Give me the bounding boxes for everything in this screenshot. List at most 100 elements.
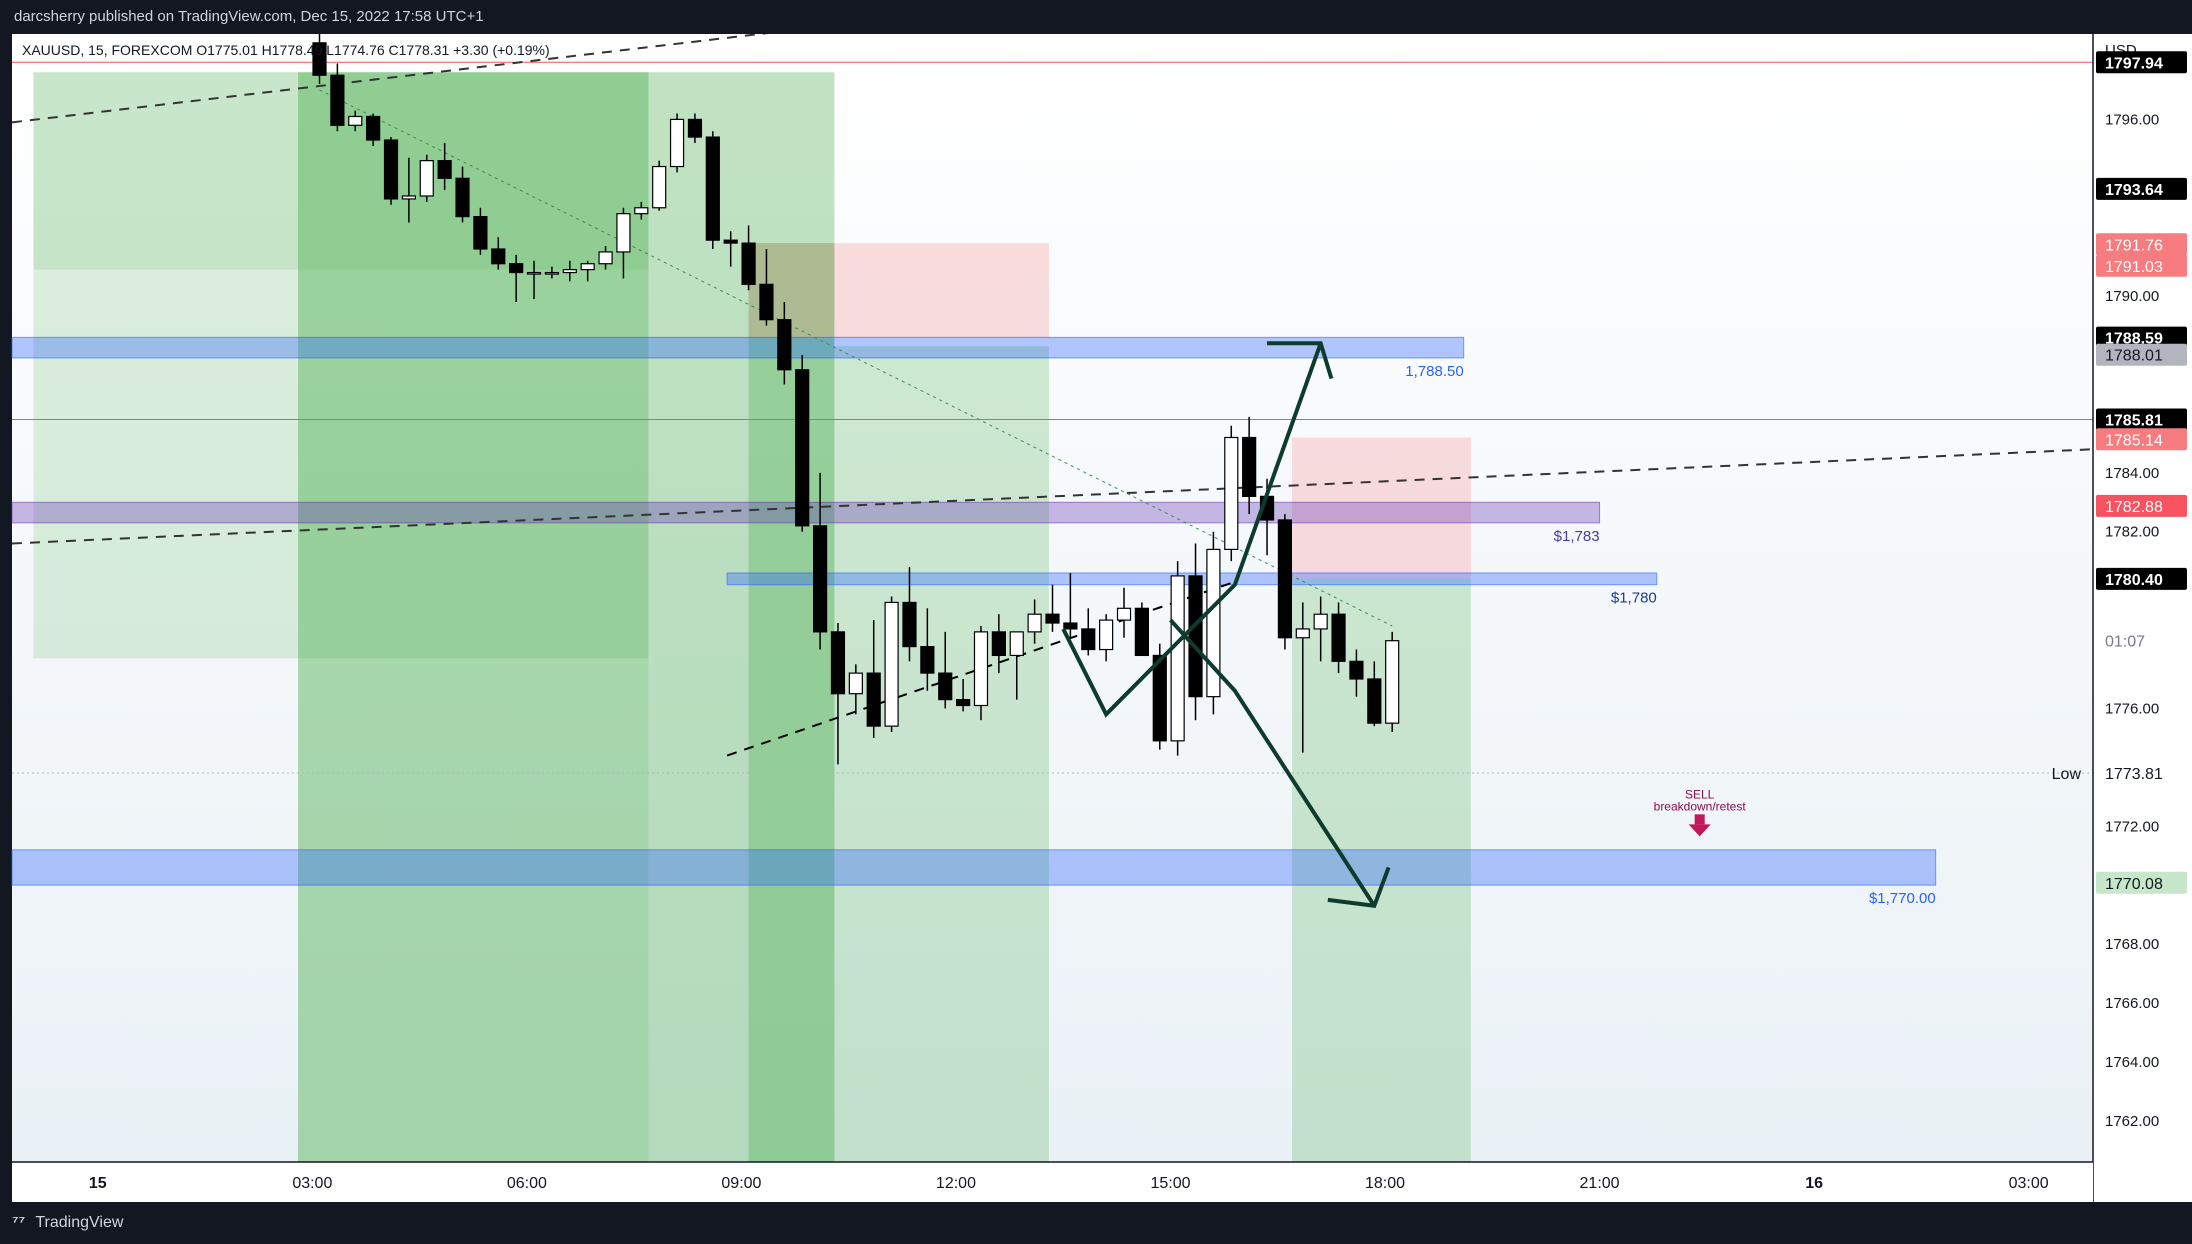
candle-body-up: [884, 601, 899, 727]
price-label-tag: [2096, 408, 2187, 431]
session-shade: [748, 243, 835, 1162]
sell-label: SELL: [1685, 787, 1715, 801]
candle: [1063, 572, 1078, 638]
candle: [580, 260, 595, 282]
candle-body-down: [1188, 575, 1203, 698]
candle: [973, 625, 989, 721]
time-tick-label: 15: [89, 1175, 107, 1192]
candle: [705, 131, 720, 249]
price-label-text: 1773.81: [2105, 766, 2163, 783]
candle-body-down: [902, 601, 917, 648]
candle-body-down: [1152, 654, 1167, 742]
candle-body-up: [1295, 628, 1310, 639]
footer-logo-text: TradingView: [35, 1214, 124, 1231]
candle-body-up: [580, 263, 595, 271]
candle: [795, 355, 810, 532]
sell-arrow-icon: [1694, 814, 1705, 825]
candle-body-down: [383, 139, 399, 200]
candlestick-chart[interactable]: 1,788.50 $1,783 $1,780 $1,770.00 SELLbreakd…: [0, 34, 2192, 1202]
price-label-text: 1785.81: [2105, 413, 2163, 430]
price-label-text: 1782.88: [2105, 499, 2163, 516]
candle-body-down: [455, 177, 470, 218]
candle: [491, 237, 506, 270]
candle-body-up: [1385, 640, 1400, 724]
candle: [366, 113, 381, 146]
candle-body-down: [812, 525, 828, 633]
candle-body-up: [419, 160, 434, 197]
candle: [1331, 602, 1346, 674]
candle-body-up: [526, 271, 542, 275]
tradingview-logo-icon: ⁷⁷: [12, 1214, 26, 1231]
price-label-text: 1780.40: [2105, 572, 2163, 589]
candle: [1349, 649, 1364, 697]
price-axis: [2093, 34, 2192, 1202]
candle: [812, 472, 828, 650]
price-label-text: 1788.01: [2105, 348, 2163, 365]
candle-body-down: [473, 216, 488, 250]
candle-body-down: [366, 115, 381, 141]
candle-body-down: [705, 136, 720, 241]
candle-body-down: [330, 74, 345, 126]
price-tick-label: 1784.00: [2105, 465, 2159, 482]
session-shade: [298, 72, 649, 1162]
time-tick-label: 09:00: [721, 1175, 761, 1192]
candle-body-down: [938, 672, 953, 701]
candle: [920, 608, 935, 691]
candle: [1224, 425, 1239, 562]
candle-body-down: [1081, 628, 1096, 651]
candle-body-down: [956, 699, 971, 707]
candle: [330, 63, 345, 132]
candle-body-down: [687, 118, 703, 138]
candle-body-down: [437, 160, 452, 179]
publisher-line: darcsherry published on TradingView.com,…: [0, 0, 2192, 34]
candle-body-up: [1224, 436, 1239, 551]
candle-body-down: [491, 248, 506, 265]
candle: [1277, 514, 1293, 650]
price-label-tag: [2096, 326, 2187, 349]
candle-body-up: [1170, 575, 1185, 742]
arrow-up-path: [1061, 342, 1323, 718]
candle-body-down: [1331, 613, 1346, 662]
candle-body-up: [616, 213, 631, 253]
candle: [473, 207, 488, 255]
candle: [1081, 608, 1096, 656]
price-label-tag: [2096, 871, 2187, 894]
price-label-text: 1785.14: [2105, 432, 2163, 449]
candle: [669, 113, 685, 173]
candle: [634, 201, 649, 220]
price-label-text: 1793.64: [2105, 182, 2163, 199]
candle: [866, 620, 881, 738]
candle-body-up: [1116, 607, 1132, 621]
candle-body-up: [652, 165, 667, 209]
footer: ⁷⁷ TradingView: [0, 1202, 2192, 1244]
session-shade: [33, 269, 649, 659]
candle: [312, 34, 327, 85]
trend-line-mid: [11, 448, 2094, 545]
price-label-text: 1770.08: [2105, 876, 2163, 893]
price-tick-label: 1776.00: [2105, 700, 2159, 717]
candle-body-down: [1367, 678, 1382, 724]
candle: [455, 166, 470, 223]
candle: [401, 157, 416, 223]
arrow-down-path: [1169, 618, 1376, 907]
candle-body-up: [401, 195, 416, 200]
candle: [1045, 584, 1060, 632]
candle: [616, 207, 631, 279]
session-shade: [834, 346, 1049, 1162]
candle: [848, 664, 863, 715]
candle: [509, 254, 524, 303]
candle-body-up: [544, 271, 560, 275]
candle: [1367, 661, 1382, 727]
candle: [741, 225, 756, 291]
price-label-tag: [2096, 177, 2187, 200]
candle-body-up: [1027, 613, 1042, 633]
candle: [1099, 614, 1114, 662]
price-label-tag: [2096, 629, 2187, 652]
time-tick-label: 03:00: [2009, 1175, 2049, 1192]
candle: [777, 302, 792, 385]
candle-body-up: [1313, 613, 1328, 630]
candle-body-down: [1242, 436, 1257, 497]
candle-body-down: [920, 645, 935, 674]
candle: [723, 231, 738, 267]
